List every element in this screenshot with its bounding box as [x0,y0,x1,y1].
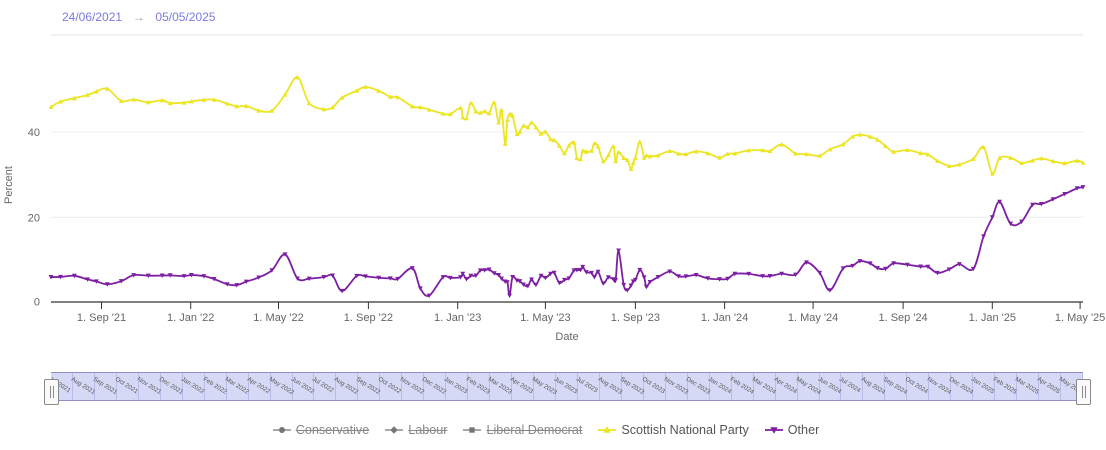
svg-text:1. Jan '25: 1. Jan '25 [969,312,1016,324]
svg-text:1. May '23: 1. May '23 [520,312,570,324]
svg-text:1. Jan '23: 1. Jan '23 [434,312,481,324]
svg-text:1. Jan '24: 1. Jan '24 [701,312,748,324]
svg-text:1. Sep '23: 1. Sep '23 [611,312,660,324]
svg-text:1. May '25: 1. May '25 [1055,312,1105,324]
svg-text:1. May '24: 1. May '24 [788,312,838,324]
svg-text:0: 0 [34,297,40,309]
svg-text:1. Jan '22: 1. Jan '22 [167,312,214,324]
svg-text:40: 40 [28,127,40,139]
svg-text:20: 20 [28,212,40,224]
svg-text:1. Sep '22: 1. Sep '22 [344,312,393,324]
svg-text:1. May '22: 1. May '22 [253,312,303,324]
svg-text:Percent: Percent [3,166,15,204]
svg-text:1. Sep '24: 1. Sep '24 [878,312,927,324]
svg-text:Date: Date [555,331,578,343]
svg-text:1. Sep '21: 1. Sep '21 [77,312,126,324]
